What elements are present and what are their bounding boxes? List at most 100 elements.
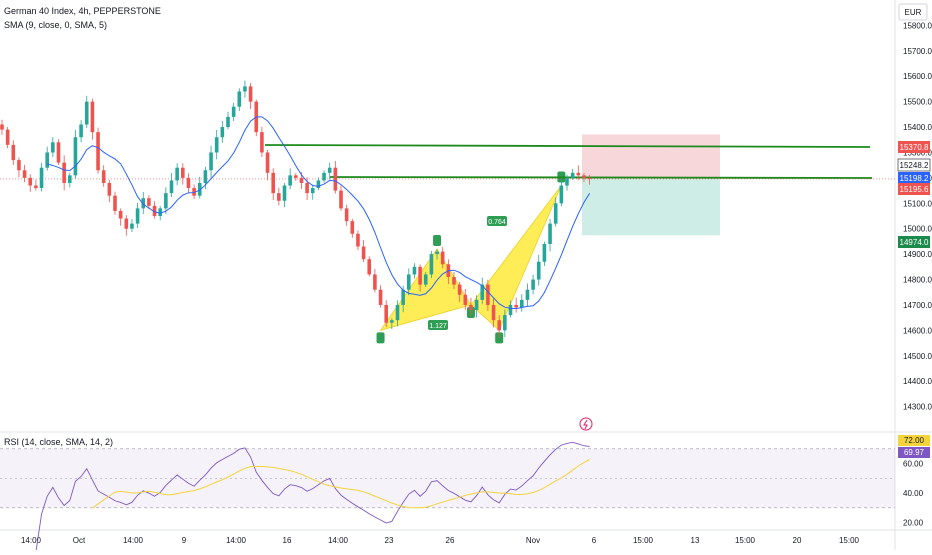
pattern-point-marker <box>433 235 442 247</box>
target-price-badge-text: 14974.0 <box>900 238 929 247</box>
stop-price-badge <box>898 141 930 153</box>
symbol-legend[interactable]: German 40 Index, 4h, PEPPERSTONE <box>4 6 165 16</box>
candle-body <box>587 177 592 179</box>
candle-body <box>350 221 355 234</box>
stop-loss-zone <box>582 134 720 179</box>
ratio-badge <box>428 320 448 330</box>
x-tick-label: 14:00 <box>226 536 247 545</box>
candle-body <box>418 266 422 285</box>
candle-body <box>412 266 417 275</box>
rsi-ma-badge-text: 72.00 <box>904 436 925 445</box>
resistance-line-lower <box>329 176 873 179</box>
y-tick-label: 15100.0 <box>903 199 932 208</box>
candle-body <box>429 254 434 275</box>
candle-body <box>51 142 55 153</box>
candle-body <box>339 190 343 209</box>
candle-body <box>73 137 78 176</box>
y-tick-label: 15500.0 <box>903 98 932 107</box>
candle-body <box>322 172 326 181</box>
candle-body <box>423 274 428 285</box>
candle-body <box>491 304 496 321</box>
candle-body <box>0 124 4 130</box>
candle-body <box>570 172 575 178</box>
currency-box[interactable] <box>898 3 928 21</box>
candle-body <box>553 203 558 224</box>
candle-body <box>288 175 292 186</box>
current-price-badge <box>898 183 930 195</box>
pattern-bcd <box>470 185 562 332</box>
rsi-value-badge <box>898 447 930 458</box>
y-tick-label: 15600.0 <box>903 72 932 81</box>
ratio-badge <box>487 216 507 226</box>
candle-body <box>107 182 112 196</box>
candle-body <box>186 177 191 189</box>
candle-body <box>503 315 507 331</box>
candle-body <box>62 162 66 183</box>
candle-body <box>226 116 230 128</box>
candle-body <box>367 259 372 275</box>
candle-body <box>84 101 89 125</box>
candle-body <box>463 294 468 305</box>
candle-body <box>469 304 473 311</box>
resistance-line-upper <box>264 144 871 148</box>
sma-line <box>47 116 591 310</box>
x-tick-label: 15:00 <box>735 536 756 545</box>
x-tick-label: 13 <box>691 536 700 545</box>
sma-legend[interactable]: SMA (9, close, 0, SMA, 5) <box>4 20 111 30</box>
candle-body <box>559 185 564 204</box>
target-price-badge <box>898 236 930 248</box>
candle-body <box>542 243 547 262</box>
candle-body <box>56 142 61 163</box>
symbol-title: German 40 Index, 4h, PEPPERSTONE <box>4 6 161 16</box>
candle-body <box>486 284 490 305</box>
candle-body <box>68 175 72 183</box>
sma-title: SMA (9, close, 0, SMA, 5) <box>4 20 108 30</box>
y-tick-label: 14700.0 <box>903 301 932 310</box>
y-tick-label: 15000.0 <box>903 225 932 234</box>
candle-body <box>310 188 315 194</box>
x-tick-label: 9 <box>182 536 187 545</box>
y-tick-label: 15700.0 <box>903 47 932 56</box>
candle-body <box>305 182 309 194</box>
y-tick-label: 14800.0 <box>903 276 932 285</box>
candle-body <box>181 167 185 178</box>
candle-body <box>356 233 360 247</box>
candle-body <box>231 106 236 117</box>
candle-body <box>457 284 462 295</box>
candle-body <box>531 279 535 290</box>
candle-body <box>536 261 541 280</box>
rsi-tick-label: 40.00 <box>903 489 924 498</box>
level-price-badge <box>897 158 931 172</box>
lightning-icon[interactable] <box>579 417 593 431</box>
candle-body <box>197 182 202 196</box>
currency-label: EUR <box>905 8 922 17</box>
candle-body <box>135 208 140 224</box>
mid-price-badge <box>898 172 930 184</box>
candle-body <box>5 129 10 145</box>
x-tick-label: 20 <box>793 536 802 545</box>
mid-price-badge-text: 15198.2 <box>900 174 929 183</box>
candle-body <box>152 205 157 216</box>
candle-body <box>79 124 83 138</box>
rsi-ma-line <box>92 459 590 509</box>
candle-body <box>164 193 168 209</box>
candle-body <box>440 251 445 265</box>
candle-body <box>548 223 552 244</box>
candle-body <box>141 198 146 209</box>
x-tick-label: 15:00 <box>839 536 860 545</box>
candle-body <box>514 304 518 308</box>
candle-body <box>316 180 321 189</box>
candle-body <box>378 289 383 305</box>
candle-body <box>327 167 332 173</box>
candle-body <box>582 175 586 178</box>
candle-body <box>390 320 394 323</box>
rsi-pane <box>0 432 895 530</box>
y-tick-label: 15400.0 <box>903 123 932 132</box>
rsi-legend[interactable]: RSI (14, close, SMA, 14, 2) <box>4 437 117 447</box>
candle-body <box>45 152 49 168</box>
candle-body <box>452 276 456 285</box>
candle-body <box>17 160 21 171</box>
candle-body <box>220 127 225 138</box>
